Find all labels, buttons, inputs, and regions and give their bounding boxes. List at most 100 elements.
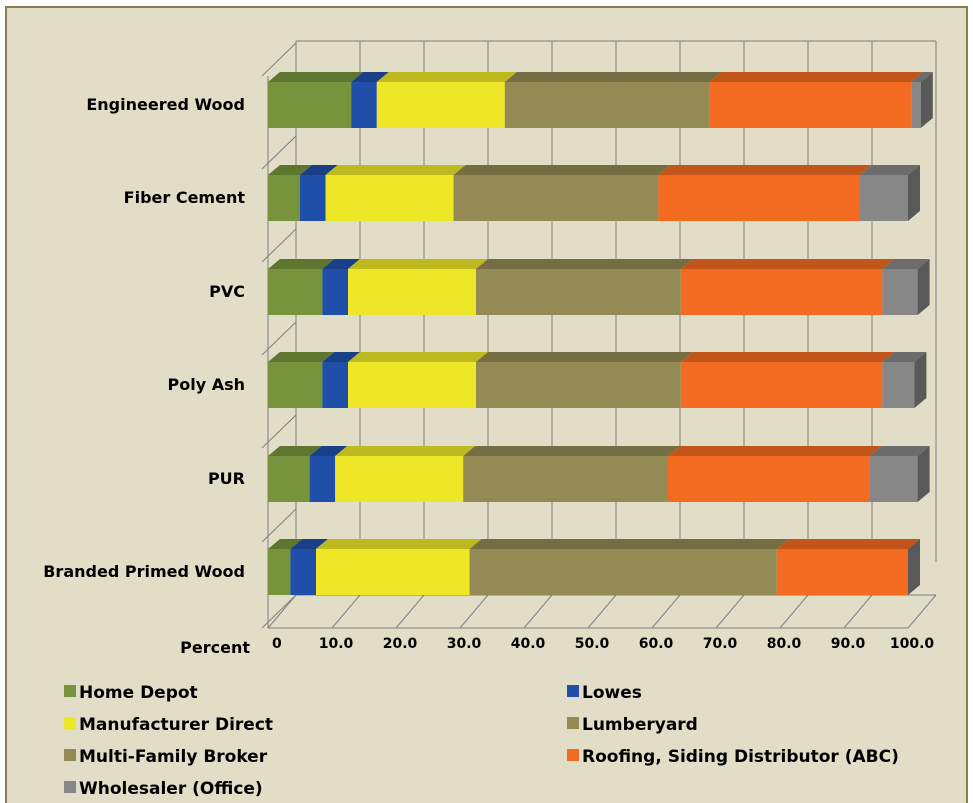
bar-segment	[709, 82, 912, 128]
legend-swatch	[567, 717, 579, 729]
category-label: PVC	[209, 282, 245, 301]
legend-label: Manufacturer Direct	[79, 715, 273, 735]
floor-gridline	[459, 594, 489, 629]
floor-gridline	[331, 594, 361, 629]
bar-segment	[348, 269, 476, 315]
bar-segment	[476, 362, 681, 408]
bar-segment	[776, 549, 908, 595]
category-separator	[261, 414, 297, 449]
category-separator	[261, 594, 297, 629]
chart-panel: Engineered Wood Fiber Cement PVC Poly Ash PU…	[5, 6, 968, 803]
bar-segment	[658, 175, 860, 221]
bar-segment	[268, 82, 352, 128]
floor-gridline	[267, 594, 297, 629]
floor-gridline	[907, 594, 937, 629]
bar-segment	[300, 175, 326, 221]
x-tick-label: 80.0	[767, 636, 802, 652]
bar-segment	[316, 549, 470, 595]
bar-segment-top	[882, 352, 927, 362]
bar-segment	[869, 456, 918, 502]
bar-segment-top	[268, 539, 303, 549]
bar-segment-top	[325, 165, 466, 175]
bar-segment-top	[476, 259, 693, 269]
legend-label: Home Depot	[79, 683, 198, 703]
category-separator	[261, 42, 297, 77]
bar-segment-top	[776, 539, 920, 549]
bar-segment	[268, 362, 323, 408]
bar-segment	[463, 456, 668, 502]
legend-label: Wholesaler (Office)	[79, 779, 263, 799]
bar-segment-top	[476, 352, 693, 362]
bar-segment-top	[911, 72, 933, 82]
bar-segment	[268, 175, 300, 221]
legend-swatch	[64, 717, 76, 729]
x-tick-label: 30.0	[447, 636, 482, 652]
bar-segment	[680, 269, 883, 315]
legend-swatch	[64, 781, 76, 793]
bar-segment-top	[268, 446, 322, 456]
bar-segment	[268, 269, 323, 315]
bar-side	[914, 352, 927, 408]
bar-segment	[882, 362, 915, 408]
x-tick-label: 0	[272, 636, 282, 652]
bar-segment	[268, 549, 291, 595]
bar-segment	[348, 362, 476, 408]
legend-swatch	[567, 749, 579, 761]
bar-segment	[322, 269, 348, 315]
bar-segment-top	[268, 352, 335, 362]
floor-gridline	[779, 594, 809, 629]
legend-label: Lowes	[582, 683, 642, 703]
bar-segment-top	[668, 446, 882, 456]
stacked-bar-chart: Engineered Wood Fiber Cement PVC Poly Ash PU…	[43, 40, 937, 799]
bar-segment-top	[463, 446, 680, 456]
bar-segment-top	[268, 165, 312, 175]
bar-side	[917, 446, 930, 502]
category-label: Poly Ash	[168, 375, 246, 394]
legend-label: Roofing, Siding Distributor (ABC)	[582, 747, 899, 767]
floor-gridline	[843, 594, 873, 629]
bar-segment	[453, 175, 659, 221]
bar-segment-top	[335, 446, 476, 456]
bar-segment	[680, 362, 883, 408]
bar-segment-top	[376, 72, 517, 82]
x-tick-label: 50.0	[575, 636, 610, 652]
bar-segment	[268, 456, 310, 502]
bar-segment-top	[309, 446, 348, 456]
bar-segment	[322, 362, 348, 408]
bar-segment-top	[322, 259, 360, 269]
category-separator	[261, 135, 297, 170]
bar-segment-top	[709, 72, 924, 82]
bar-segment-top	[290, 539, 328, 549]
x-tick-label: 100.0	[890, 636, 935, 652]
bar-segment-top	[348, 259, 488, 269]
bar-segment	[325, 175, 454, 221]
bar-segment-top	[268, 72, 364, 82]
bar-segment	[504, 82, 710, 128]
bar-segment-top	[268, 259, 335, 269]
bar-segment-top	[680, 352, 895, 362]
bar-segment-top	[453, 165, 671, 175]
x-tick-label: 90.0	[831, 636, 866, 652]
x-tick-label: 20.0	[383, 636, 418, 652]
floor-gridline	[651, 594, 681, 629]
bar-side	[908, 539, 920, 595]
category-label: PUR	[208, 469, 245, 488]
x-tick-label: 60.0	[639, 636, 674, 652]
category-label: Fiber Cement	[124, 188, 246, 207]
bar-segment-top	[860, 165, 920, 175]
legend-swatch	[567, 685, 579, 697]
bar-segment	[309, 456, 336, 502]
bar-segment-top	[316, 539, 482, 549]
bar-segment-top	[658, 165, 872, 175]
bar-segment	[911, 82, 921, 128]
x-tick-label: 10.0	[319, 636, 354, 652]
bar-segment	[376, 82, 505, 128]
bar-segment	[335, 456, 464, 502]
x-axis-label: Percent	[180, 638, 250, 657]
bar-segment-top	[322, 352, 360, 362]
bar-segment	[476, 269, 681, 315]
bar-segment	[882, 269, 918, 315]
category-label: Engineered Wood	[86, 95, 245, 114]
floor-gridline	[523, 594, 553, 629]
floor-gridline	[715, 594, 745, 629]
